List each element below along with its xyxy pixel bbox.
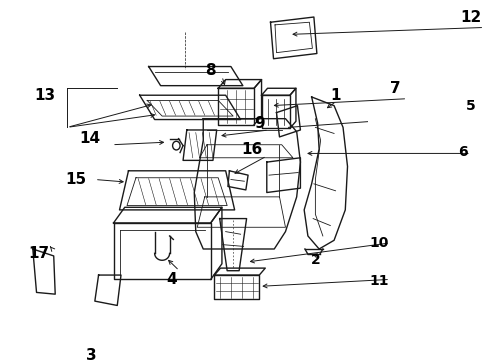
- Text: 9: 9: [254, 116, 265, 131]
- Text: 4: 4: [167, 272, 177, 287]
- Text: 6: 6: [459, 145, 468, 159]
- Text: 14: 14: [79, 131, 100, 146]
- Text: 1: 1: [330, 88, 341, 103]
- Text: 13: 13: [34, 88, 55, 103]
- Text: 7: 7: [390, 81, 401, 96]
- Text: 15: 15: [66, 172, 87, 187]
- Text: 5: 5: [466, 99, 476, 113]
- Text: 3: 3: [86, 348, 97, 360]
- Text: 16: 16: [241, 141, 263, 157]
- Text: 11: 11: [369, 274, 389, 288]
- Text: 8: 8: [205, 63, 216, 78]
- Text: 10: 10: [369, 236, 389, 250]
- Text: 12: 12: [460, 9, 482, 24]
- Text: 2: 2: [311, 253, 320, 267]
- Text: 17: 17: [28, 246, 49, 261]
